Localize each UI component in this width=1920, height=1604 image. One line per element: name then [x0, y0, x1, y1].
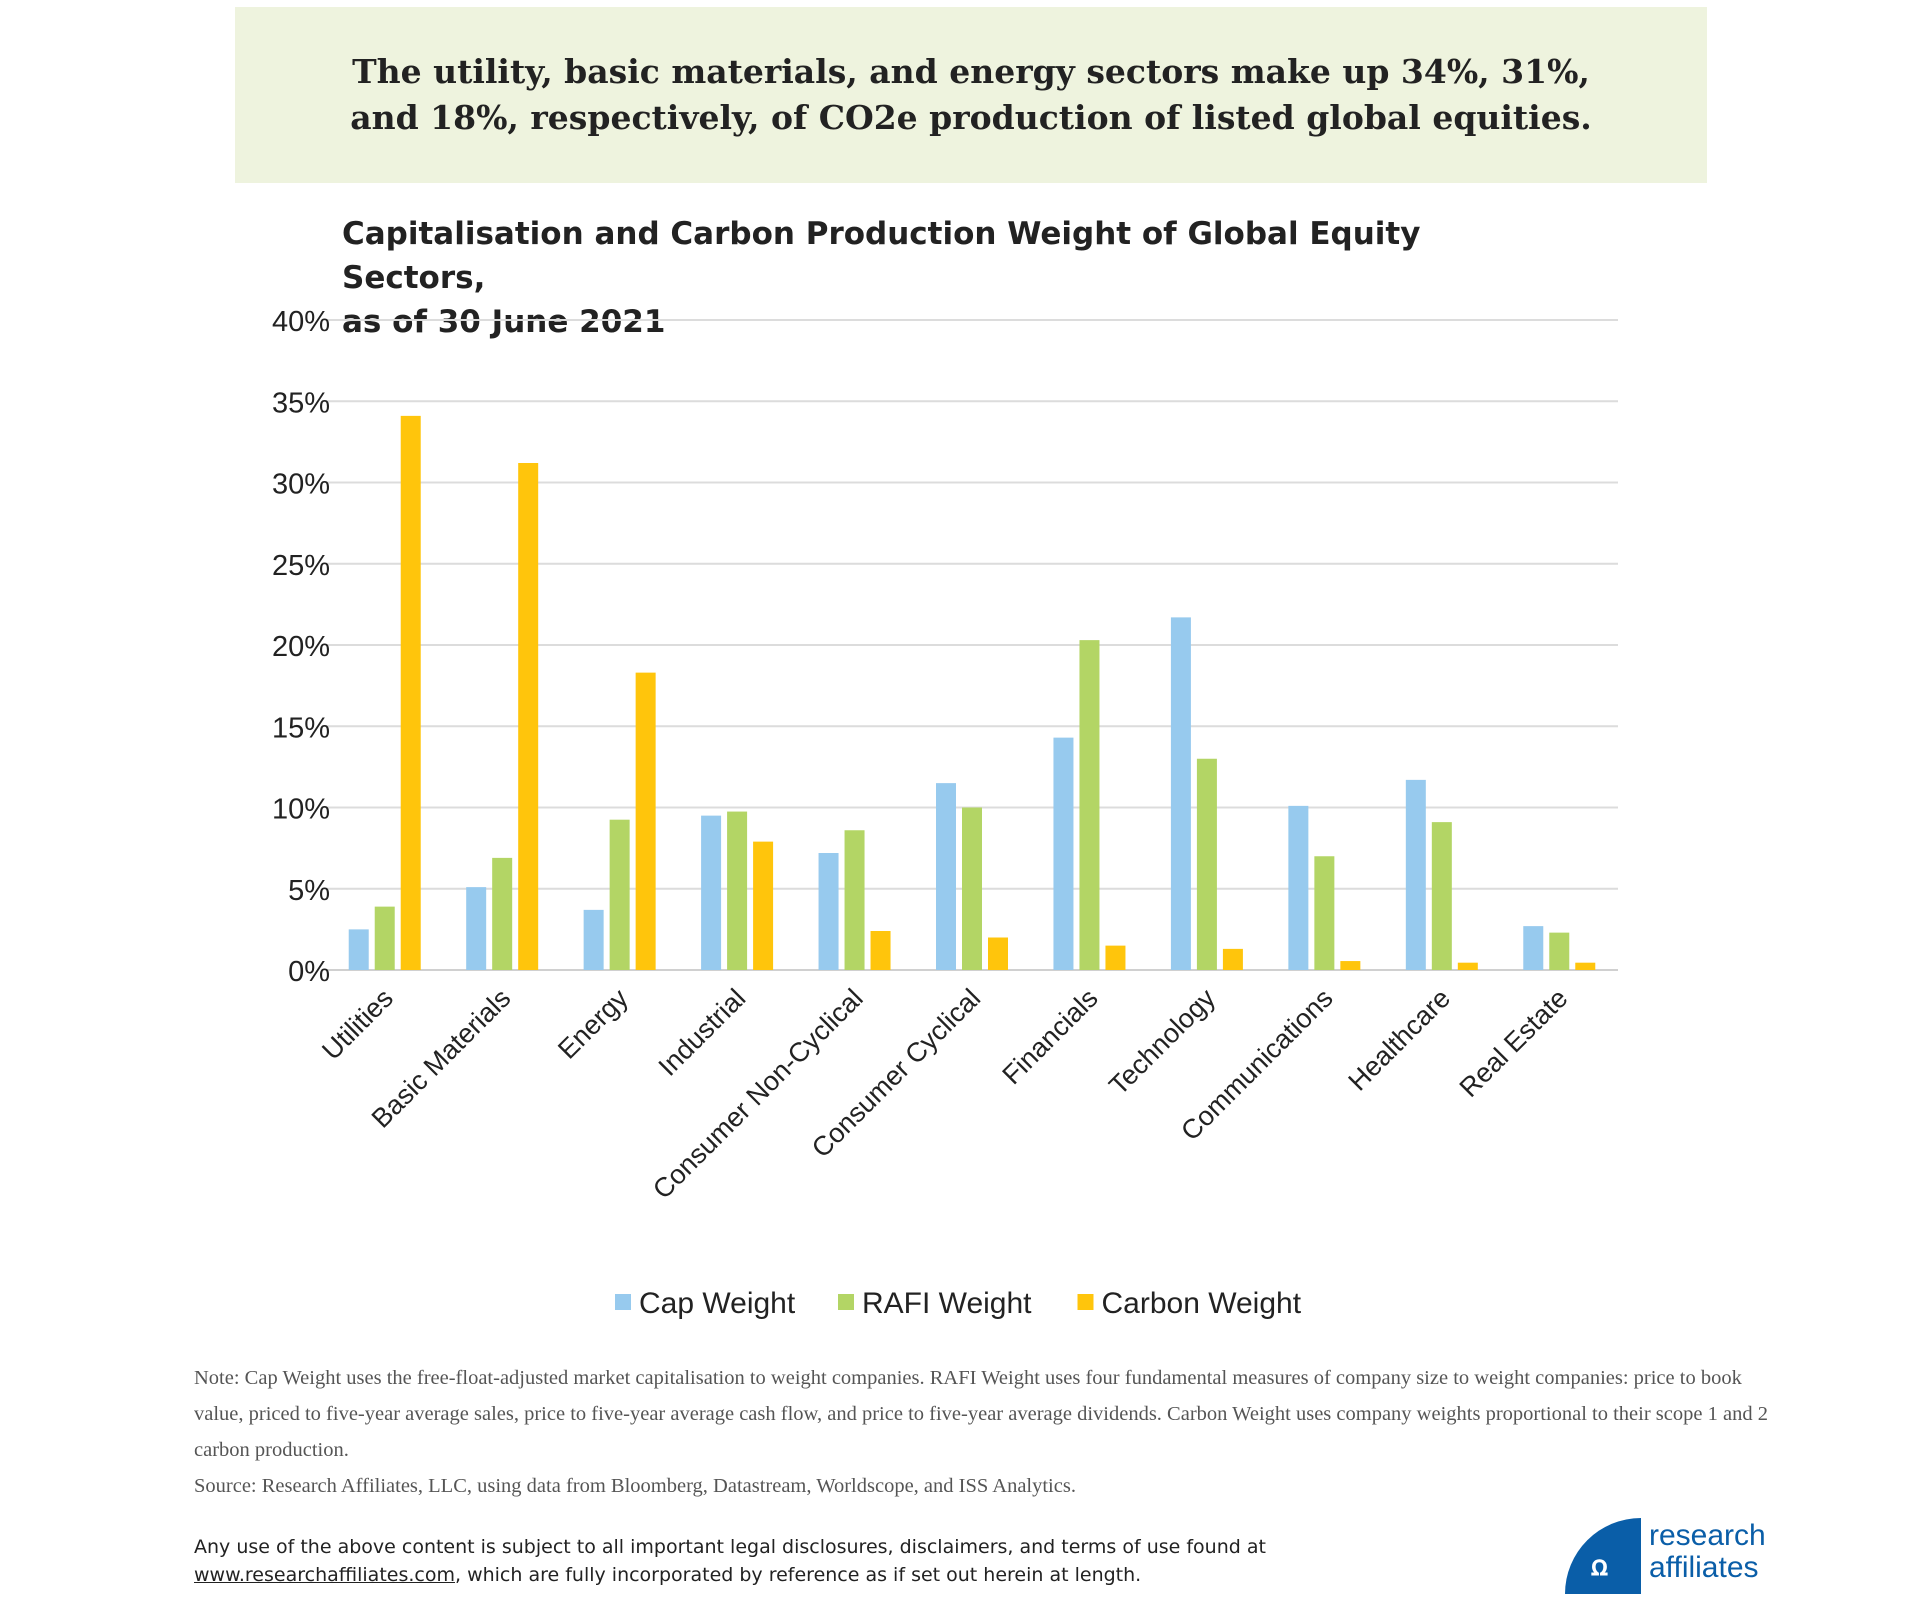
bar-rafi-weight	[609, 819, 630, 970]
bar-cap-weight	[466, 887, 487, 970]
legend-label: RAFI Weight	[862, 1287, 1032, 1320]
bar-cap-weight	[1288, 805, 1309, 970]
bar-rafi-weight	[727, 811, 748, 970]
bar-carbon-weight	[635, 672, 656, 970]
bar-carbon-weight	[988, 937, 1008, 970]
logo-mark-icon: ꭥ	[1565, 1518, 1641, 1594]
x-tick-label: Industrial	[653, 983, 752, 1082]
x-tick-label: Financials	[997, 983, 1104, 1090]
y-tick-label: 40%	[272, 306, 330, 338]
bar-chart: 0%5%10%15%20%25%30%35%40%UtilitiesBasic …	[272, 306, 1618, 1320]
bar-cap-weight	[348, 929, 369, 970]
y-tick-label: 20%	[272, 631, 330, 663]
bar-rafi-weight	[1549, 932, 1570, 970]
source-text: Source: Research Affiliates, LLC, using …	[194, 1475, 1076, 1497]
legend-label: Cap Weight	[639, 1287, 796, 1320]
bar-cap-weight	[1523, 926, 1544, 970]
legend-label: Carbon Weight	[1102, 1287, 1302, 1320]
headline-banner: The utility, basic materials, and energy…	[235, 7, 1707, 183]
bar-rafi-weight	[962, 807, 982, 970]
bar-cap-weight	[1053, 737, 1074, 970]
y-tick-label: 15%	[272, 712, 330, 744]
notes: Note: Cap Weight uses the free-float-adj…	[194, 1360, 1774, 1504]
bar-carbon-weight	[753, 841, 774, 970]
disclaimer-line-2: , which are fully incorporated by refere…	[454, 1564, 1142, 1586]
y-tick-label: 10%	[272, 794, 330, 826]
bar-rafi-weight	[1079, 640, 1100, 970]
bar-carbon-weight	[518, 463, 539, 970]
y-tick-label: 25%	[272, 550, 330, 582]
bar-cap-weight	[1170, 617, 1191, 970]
bar-cap-weight	[583, 909, 604, 970]
bar-carbon-weight	[1457, 962, 1478, 970]
bar-cap-weight	[818, 853, 839, 970]
note-text: Note: Cap Weight uses the free-float-adj…	[194, 1367, 1768, 1461]
y-tick-label: 0%	[288, 956, 330, 988]
x-tick-label: Energy	[552, 983, 634, 1065]
bar-cap-weight	[1405, 779, 1426, 970]
legend-swatch	[1077, 1294, 1094, 1310]
research-affiliates-logo: ꭥ research affiliates	[1565, 1518, 1795, 1594]
x-tick-label: Real Estate	[1454, 983, 1574, 1103]
legend-swatch	[838, 1294, 854, 1310]
bar-cap-weight	[936, 783, 956, 970]
bar-rafi-weight	[1314, 856, 1335, 970]
bar-rafi-weight	[1431, 822, 1452, 970]
chart-title-line-1: Capitalisation and Carbon Production Wei…	[342, 216, 1421, 296]
x-tick-label: Healthcare	[1343, 983, 1457, 1097]
x-tick-label: Consumer Non-Cyclical	[647, 983, 869, 1205]
bar-carbon-weight	[1575, 962, 1596, 970]
y-tick-label: 5%	[288, 875, 330, 907]
bar-carbon-weight	[1340, 961, 1361, 970]
chart-title-line-2: as of 30 June 2021	[342, 304, 666, 340]
bar-rafi-weight	[492, 857, 513, 970]
bar-cap-weight	[701, 815, 722, 970]
disclaimer: Any use of the above content is subject …	[194, 1533, 1266, 1589]
chart-title: Capitalisation and Carbon Production Wei…	[342, 212, 1542, 344]
bar-carbon-weight	[400, 415, 421, 970]
y-tick-label: 35%	[272, 387, 330, 419]
bar-rafi-weight	[1196, 758, 1217, 970]
x-tick-label: Utilities	[316, 983, 399, 1066]
bar-carbon-weight	[870, 931, 891, 970]
headline: The utility, basic materials, and energy…	[350, 52, 1592, 137]
bar-carbon-weight	[1222, 948, 1243, 970]
bar-rafi-weight	[844, 830, 865, 970]
bar-rafi-weight	[374, 906, 395, 970]
logo-text: research affiliates	[1649, 1519, 1766, 1584]
disclaimer-line-1: Any use of the above content is subject …	[194, 1536, 1266, 1558]
bar-carbon-weight	[1105, 945, 1126, 970]
y-tick-label: 30%	[272, 469, 330, 501]
x-tick-label: Technology	[1103, 983, 1221, 1101]
website-link[interactable]: www.researchaffiliates.com	[194, 1564, 455, 1586]
legend-swatch	[615, 1294, 631, 1310]
